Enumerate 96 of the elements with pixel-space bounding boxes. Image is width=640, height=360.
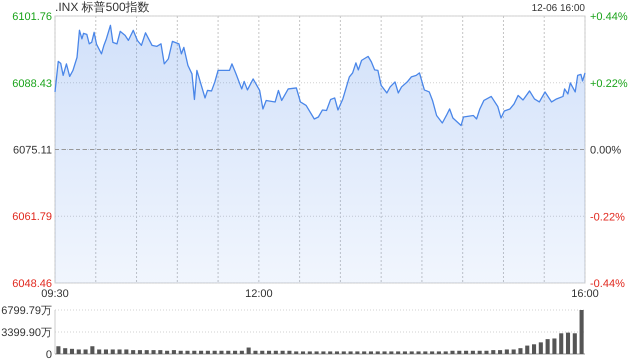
bar	[219, 350, 224, 354]
bar	[423, 351, 428, 354]
y2-tick-label: +0.44%	[590, 11, 628, 23]
bar	[110, 349, 115, 354]
bar	[131, 350, 136, 354]
bar	[151, 350, 156, 354]
bar	[525, 346, 530, 354]
bar	[348, 351, 353, 354]
bar	[498, 350, 502, 354]
bar	[512, 349, 516, 354]
bar	[287, 350, 292, 354]
bar	[56, 346, 60, 354]
bar	[178, 350, 183, 354]
bar	[436, 351, 441, 354]
y-tick-label: 6101.76	[12, 11, 52, 23]
bar	[580, 310, 584, 354]
bar	[172, 350, 176, 354]
y-tick-label: 6075.11	[13, 144, 52, 156]
bar	[368, 351, 373, 354]
y-tick-label: 6061.79	[12, 211, 52, 224]
bar	[464, 350, 468, 354]
y2-tick-label: 0.00%	[590, 144, 622, 156]
bar	[342, 351, 346, 354]
bar	[491, 350, 496, 354]
bar	[382, 351, 387, 354]
bar	[267, 350, 272, 354]
bar	[457, 350, 462, 354]
bar	[328, 351, 332, 354]
y-tick-label: 6048.46	[12, 278, 52, 290]
bar	[97, 349, 102, 354]
x-tick-label: 09:30	[41, 288, 69, 300]
bar	[70, 348, 74, 354]
bar	[253, 350, 258, 354]
y-tick-label: 0	[46, 349, 52, 360]
bar	[402, 351, 407, 354]
bar	[76, 349, 81, 354]
bar	[546, 339, 550, 354]
bar	[396, 351, 400, 354]
bar	[90, 346, 94, 354]
bar	[144, 350, 149, 354]
bar	[321, 351, 326, 354]
bar	[376, 351, 380, 354]
bar	[478, 350, 482, 354]
bar	[450, 350, 455, 354]
chart-subtitle: 12-06 16:00	[532, 3, 586, 14]
bar	[355, 351, 360, 354]
chart-title: .INX 标普500指数	[55, 0, 150, 14]
bar	[538, 342, 543, 354]
bar	[470, 350, 475, 354]
y2-tick-label: -0.22%	[590, 211, 626, 224]
bar	[566, 332, 570, 354]
bar	[118, 349, 122, 354]
bar	[274, 350, 278, 354]
bar	[104, 349, 108, 354]
bar	[334, 351, 340, 354]
bar	[484, 350, 489, 354]
y-tick-label: 3399.90万	[1, 327, 52, 339]
bar	[206, 350, 210, 354]
bar	[240, 350, 244, 354]
bar	[212, 350, 217, 354]
bar	[308, 351, 312, 354]
bar	[294, 351, 298, 354]
bar	[518, 348, 522, 354]
y-tick-label: 6799.79万	[1, 305, 52, 317]
y2-tick-label: -0.44%	[590, 278, 626, 290]
x-tick-label: 16:00	[571, 288, 599, 300]
bar	[260, 350, 264, 354]
bar	[552, 338, 556, 354]
bar	[314, 351, 319, 354]
bar	[416, 351, 421, 354]
bar	[84, 349, 88, 354]
bar	[504, 349, 509, 354]
bar	[226, 350, 230, 354]
bar	[138, 350, 142, 354]
bar	[300, 351, 306, 354]
bar	[532, 344, 536, 354]
bar	[192, 350, 196, 354]
bar	[246, 348, 251, 354]
bar	[199, 350, 204, 354]
y2-tick-label: +0.22%	[590, 78, 628, 90]
bar	[389, 351, 394, 354]
bar	[559, 333, 564, 354]
bar	[63, 348, 68, 354]
bar	[280, 350, 285, 354]
bar	[185, 350, 190, 354]
bar	[410, 351, 414, 354]
bar	[233, 350, 238, 354]
bar	[158, 350, 162, 354]
y-tick-label: 6088.43	[12, 78, 52, 90]
bar	[124, 349, 128, 354]
bar	[444, 351, 448, 354]
bar	[430, 351, 434, 354]
bar	[165, 350, 170, 354]
bar	[572, 333, 577, 354]
bar	[362, 351, 366, 354]
x-tick-label: 12:00	[245, 288, 273, 300]
